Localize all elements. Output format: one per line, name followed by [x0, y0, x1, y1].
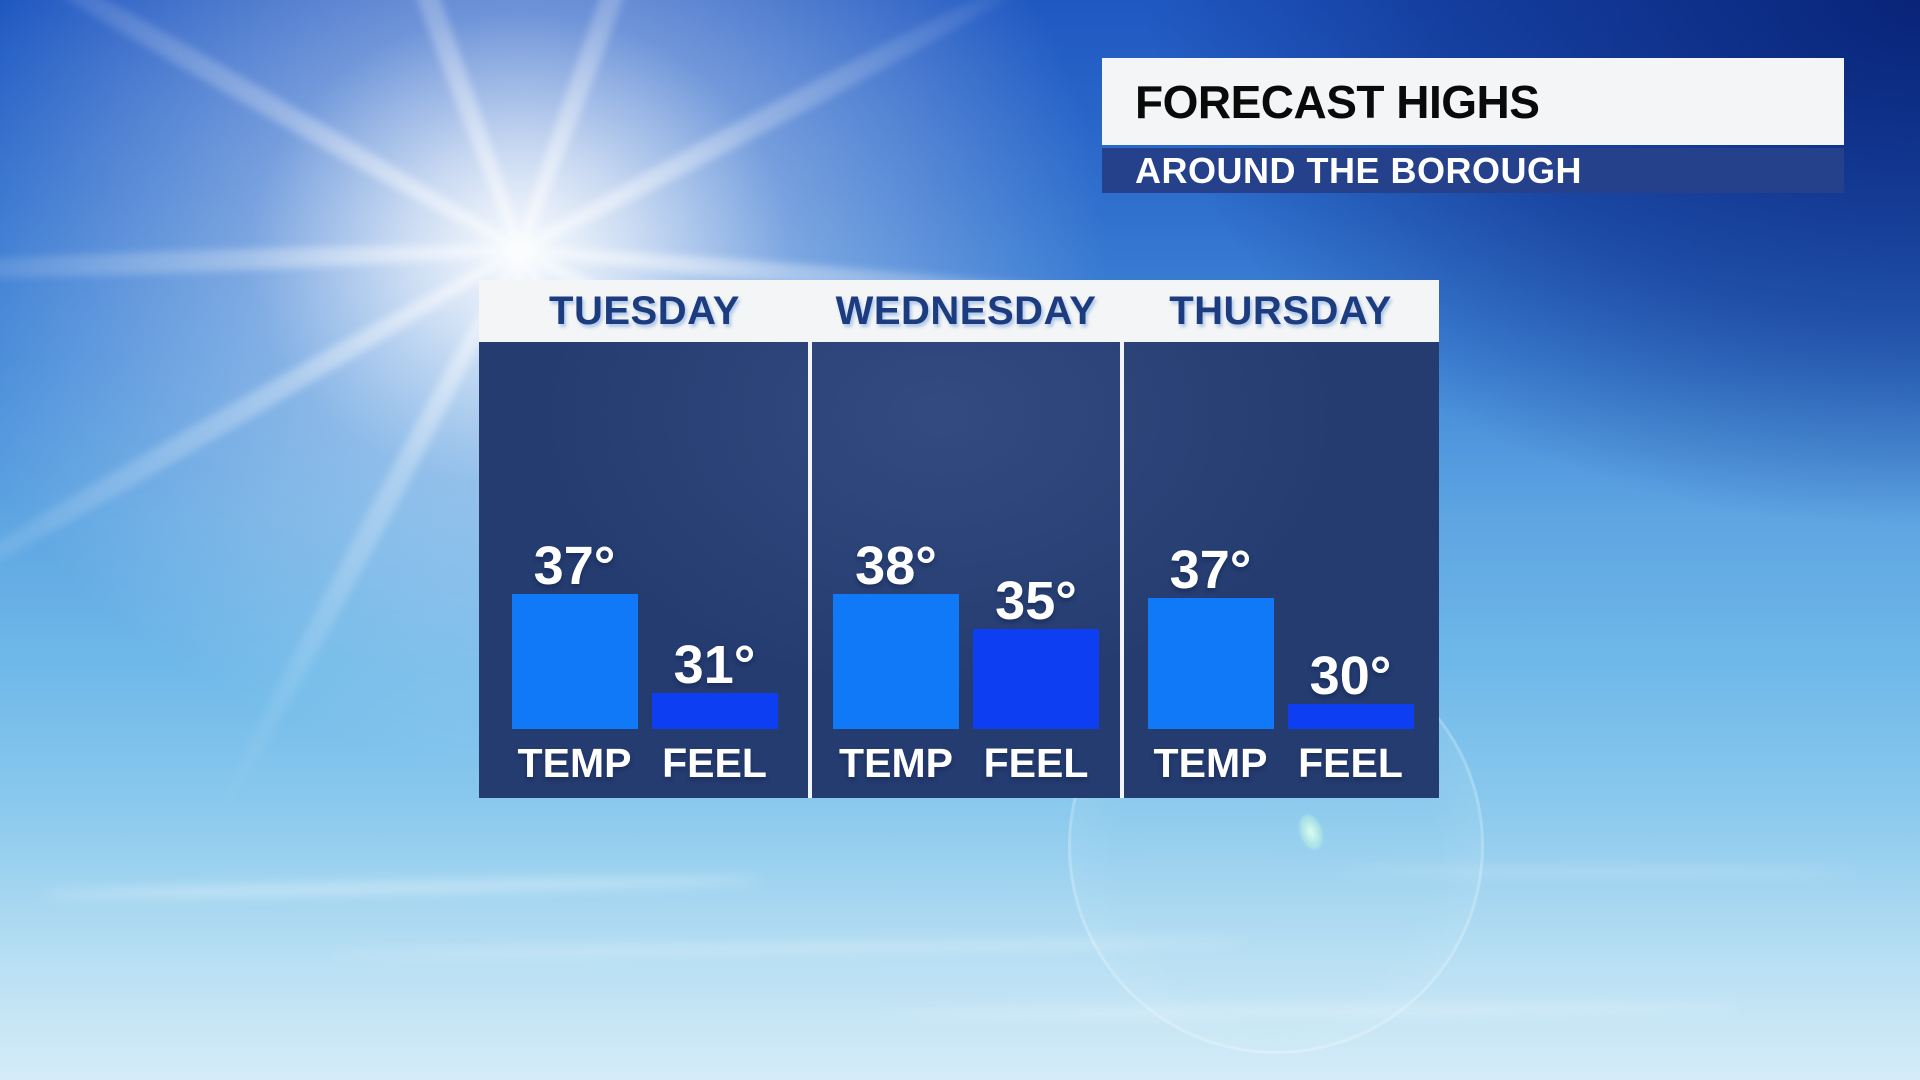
sun-ray-icon	[0, 240, 526, 640]
cloud-streak	[39, 874, 761, 901]
column-separator	[808, 342, 812, 798]
temp-value: 37°	[1169, 540, 1252, 600]
temp-bar	[833, 594, 959, 729]
sun-ray-icon	[0, 239, 521, 287]
day-header-thursday: THURSDAY	[1169, 288, 1392, 333]
sun-ray-icon	[509, 0, 716, 254]
feel-label: FEEL	[983, 740, 1089, 786]
feel-bar-group: 35°	[973, 574, 1099, 729]
feel-value: 35°	[995, 571, 1077, 631]
day-header-wednesday: WEDNESDAY	[835, 288, 1097, 333]
day-column-wednesday: 38° 35°	[810, 342, 1122, 729]
feel-label: FEEL	[662, 740, 767, 786]
banner-subtitle: AROUND THE BOROUGH	[1102, 148, 1844, 193]
temp-bar-group: 37°	[511, 536, 638, 729]
day-column-tuesday: 37° 31°	[479, 342, 810, 729]
temp-bar-group: 37°	[1147, 540, 1274, 729]
banner-title: FORECAST HIGHS	[1102, 58, 1844, 145]
forecast-panel-body: 37° 31° 38° 35°	[479, 342, 1439, 798]
labels-tuesday: TEMP FEEL	[479, 743, 810, 784]
sun-ray-icon	[318, 0, 531, 254]
labels-wednesday: TEMP FEEL	[810, 743, 1122, 784]
temp-value: 37°	[533, 536, 616, 596]
cloud-streak	[1340, 868, 1860, 876]
feel-value: 31°	[673, 635, 756, 695]
day-column-thursday: 37° 30°	[1122, 342, 1439, 729]
feel-label: FEEL	[1298, 740, 1403, 786]
feel-bar	[973, 629, 1099, 729]
labels-area: TEMP FEEL TEMP FEEL TEMP FEEL	[479, 743, 1439, 784]
temp-label: TEMP	[839, 740, 953, 786]
feel-bar-group: 30°	[1287, 646, 1414, 729]
temp-bar-group: 38°	[833, 539, 959, 729]
temp-bar	[1147, 598, 1274, 729]
feel-value: 30°	[1309, 646, 1392, 706]
feel-bar-group: 31°	[651, 635, 778, 729]
day-header-row: TUESDAY WEDNESDAY THURSDAY	[479, 280, 1439, 342]
temp-value: 38°	[855, 536, 937, 596]
temp-bar	[511, 594, 638, 729]
labels-thursday: TEMP FEEL	[1122, 743, 1439, 784]
column-separator	[1120, 342, 1124, 798]
feel-bar	[651, 693, 778, 729]
feel-bar	[1287, 704, 1414, 729]
temp-label: TEMP	[1153, 740, 1268, 786]
day-header-tuesday: TUESDAY	[549, 288, 740, 333]
bars-area: 37° 31° 38° 35°	[479, 342, 1439, 729]
temp-label: TEMP	[517, 740, 632, 786]
